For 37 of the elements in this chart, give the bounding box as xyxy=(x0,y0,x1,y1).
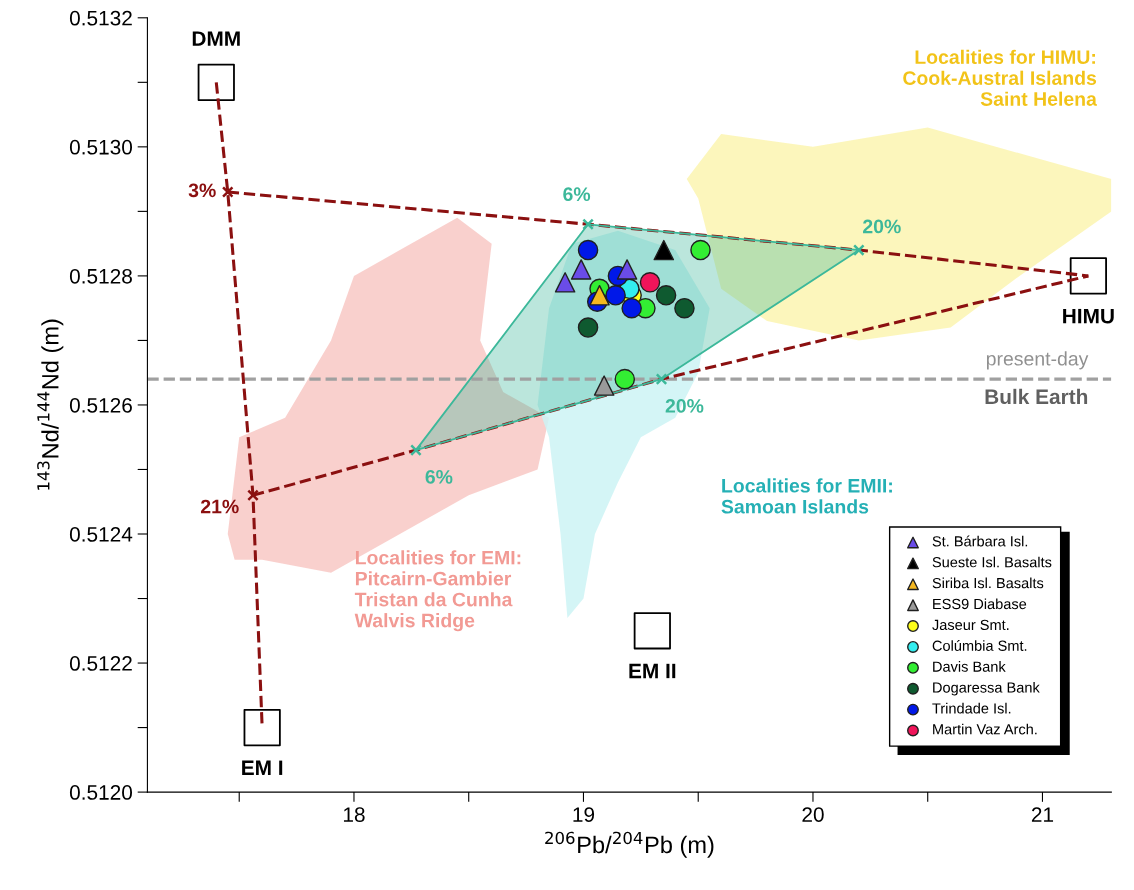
y-tick-label: 0.5126 xyxy=(69,397,132,413)
annotation: 21% xyxy=(200,499,239,514)
legend-label: Davis Bank xyxy=(933,661,1006,672)
annotation: 6% xyxy=(425,469,453,484)
y-tick-label: 0.5120 xyxy=(69,785,133,800)
legend-label: Jaseur Smt. xyxy=(932,619,1009,631)
legend-label: ESS9 Diabase xyxy=(933,598,1027,610)
annotation: EM II xyxy=(629,663,676,679)
x-tick-label: 21 xyxy=(1031,807,1054,822)
annotation: Localities for HIMU: Cook-Austral Islands Saint Helena xyxy=(903,49,1097,106)
annotation: EM I xyxy=(242,760,283,775)
annotation: 6% xyxy=(563,187,591,202)
annotation: HIMU xyxy=(1063,308,1114,324)
y-tick-label: 0.5122 xyxy=(69,656,132,671)
legend-label: Siriba Isl. Basalts xyxy=(932,577,1044,589)
y-tick-label: 0.5124 xyxy=(69,527,133,542)
legend-label: Sueste Isl. Basalts xyxy=(932,556,1052,568)
legend-label: Trindade Isl. xyxy=(932,702,1011,714)
y-tick-label: 0.5128 xyxy=(69,268,132,284)
legend-label: St. Bárbara Isl. xyxy=(932,535,1028,547)
x-axis-title: $^{206}$Pb/$^{204}$Pb (m) xyxy=(545,831,714,858)
x-tick-label: 18 xyxy=(343,807,365,822)
annotation: 3% xyxy=(188,183,216,198)
annotation: 20% xyxy=(863,219,901,234)
y-tick-label: 0.5132 xyxy=(69,10,132,26)
y-tick-label: 0.5130 xyxy=(69,139,133,155)
y-axis-title: $^{143}$Nd/$^{144}$Nd (m) xyxy=(37,319,64,490)
annotation: Localities for EMII: Samoan Islands xyxy=(721,478,892,514)
annotation: 20% xyxy=(665,399,704,413)
legend-label: Dogaressa Bank xyxy=(933,681,1040,696)
legend-label: Martin Vaz Arch. xyxy=(933,723,1037,735)
annotation: DMM xyxy=(192,31,240,46)
ref-line-label: present-day Bulk Earth xyxy=(985,351,1089,405)
annotation: Localities for EMI: Pitcairn-Gambier Tristan da Cunha Walvis Ridge xyxy=(354,550,521,632)
x-tick-label: 20 xyxy=(802,807,824,822)
legend-label: Colúmbia Smt. xyxy=(932,640,1027,651)
x-tick-label: 19 xyxy=(573,807,595,822)
